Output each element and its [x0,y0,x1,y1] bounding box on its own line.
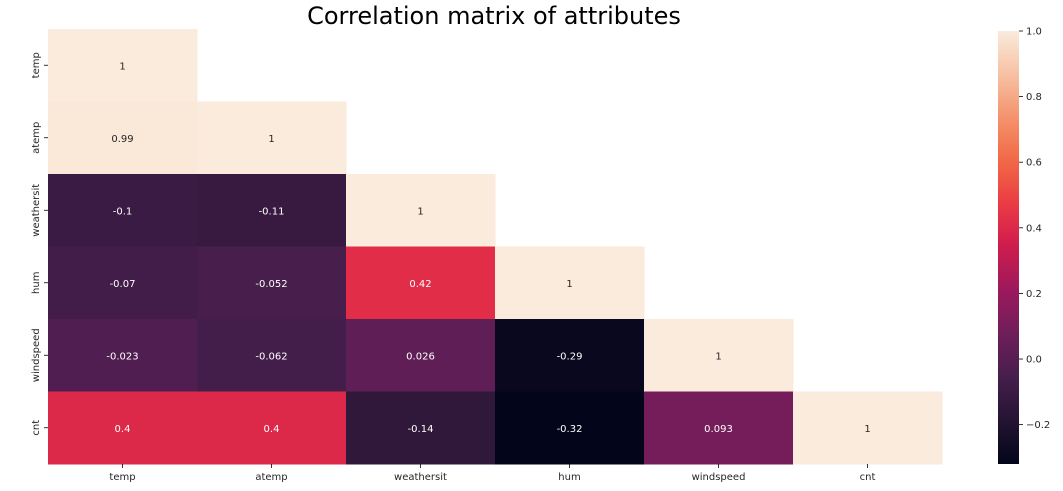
cell-annotation: -0.11 [259,206,285,217]
heatmap-cell-atemp-temp [48,101,198,175]
heatmap-cell-temp-temp [48,29,198,102]
heatmap-cell-cnt-cnt [793,391,943,465]
x-tick-label: cnt [860,472,876,483]
cell-annotation: 0.42 [409,279,431,290]
cell-annotation: -0.062 [255,351,287,362]
cell-annotation: 0.093 [704,424,733,435]
colorbar-tick-label: 0.6 [1026,158,1042,169]
heatmap-cells [48,29,943,465]
cell-annotation: -0.29 [557,351,583,362]
heatmap-cell-windspeed-atemp [197,319,347,392]
heatmap-cell-windspeed-windspeed [644,319,794,392]
heatmap-cell-hum-hum [495,246,645,320]
x-tick-label: windspeed [692,472,746,483]
x-tick-label: atemp [255,472,287,483]
heatmap-cell-atemp-atemp [197,101,347,175]
cell-annotation: 1 [417,206,423,217]
heatmap-cell-weathersit-weathersit [346,174,496,247]
cell-annotation: 0.4 [115,424,131,435]
heatmap-cell-cnt-hum [495,391,645,465]
heatmap-cell-weathersit-atemp [197,174,347,247]
heatmap-cell-windspeed-weathersit [346,319,496,392]
colorbar-tick-label: 0.2 [1026,289,1042,300]
y-axis: temp atemp weathersit hum windspeed cnt [31,52,48,436]
y-tick-label: hum [31,272,42,294]
cell-annotation: 0.026 [406,351,435,362]
y-tick-label: temp [31,52,42,78]
y-tick-label: cnt [31,420,42,436]
cell-annotation: -0.023 [106,351,138,362]
heatmap-cell-cnt-windspeed [644,391,794,465]
heatmap-cell-hum-weathersit [346,246,496,320]
cell-annotation: 1 [864,424,870,435]
colorbar-tick-label: 0.0 [1026,355,1042,366]
x-tick-label: hum [558,472,580,483]
cell-annotation: 1 [566,279,572,290]
y-tick-label: weathersit [31,184,42,237]
colorbar-tick-label: 1.0 [1026,27,1042,38]
y-tick-label: atemp [31,122,42,154]
heatmap-cell-windspeed-temp [48,319,198,392]
heatmap-cell-hum-temp [48,246,198,320]
x-tick-label: temp [109,472,135,483]
x-tick-label: weathersit [394,472,447,483]
colorbar-tick-label: −0.2 [1026,420,1050,431]
colorbar-tick-label: 0.4 [1026,223,1042,234]
heatmap-cell-cnt-atemp [197,391,347,465]
cell-annotation: -0.1 [113,206,133,217]
heatmap-cell-weathersit-temp [48,174,198,247]
cell-annotation: 1 [268,134,274,145]
cell-annotation: 0.4 [264,424,280,435]
heatmap-cell-windspeed-hum [495,319,645,392]
y-tick-label: windspeed [31,328,42,382]
colorbar-gradient [998,31,1019,464]
heatmap-cell-cnt-temp [48,391,198,465]
cell-annotation: 1 [715,351,721,362]
cell-annotation: -0.07 [110,279,136,290]
cell-annotation: -0.32 [557,424,583,435]
x-axis: temp atemp weathersit hum windspeed cnt [109,464,875,483]
cell-annotation: 1 [119,61,125,72]
cell-annotation: 0.99 [111,134,133,145]
cell-annotations: 1 0.99 1 -0.1 -0.11 1 -0.07 -0.052 0.42 1 -0.023 -0… [106,61,870,435]
heatmap-cell-hum-atemp [197,246,347,320]
cell-annotation: -0.14 [408,424,434,435]
heatmap-cell-cnt-weathersit [346,391,496,465]
colorbar-tick-label: 0.8 [1026,92,1042,103]
chart-title: Correlation matrix of attributes [307,2,681,30]
colorbar: 1.0 0.8 0.6 0.4 0.2 0.0 −0.2 [998,27,1050,464]
cell-annotation: -0.052 [255,279,287,290]
